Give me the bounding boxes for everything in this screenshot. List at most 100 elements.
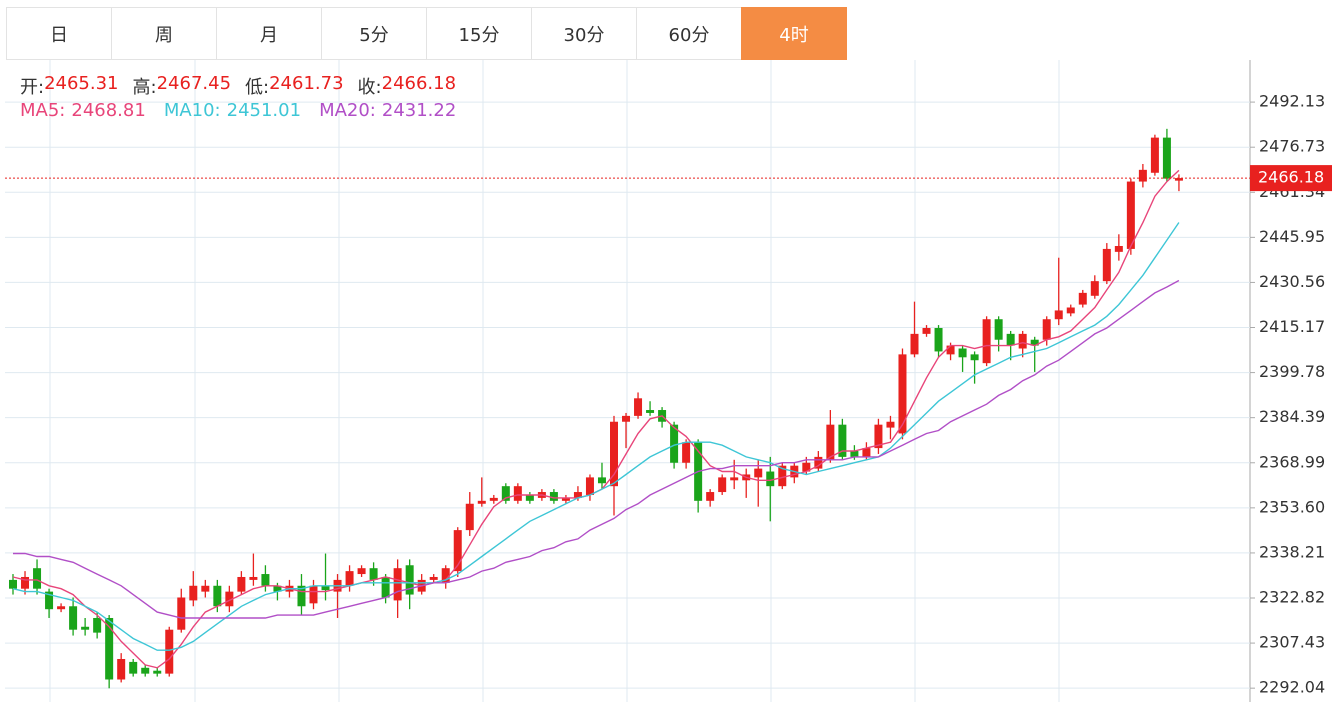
- candle-body: [1078, 292, 1087, 305]
- candle-body: [850, 451, 859, 457]
- candle-body: [573, 492, 582, 498]
- candle-body: [730, 477, 739, 481]
- ma-line: [13, 279, 1180, 619]
- legend-label: 收:: [357, 77, 382, 98]
- tab-bar: 日周月 5分 15分 30分 60分 4时: [6, 7, 847, 60]
- candle-body: [393, 568, 402, 601]
- y-tick-label: 2353.60: [1259, 497, 1325, 516]
- candle-body: [934, 328, 943, 352]
- candle-body: [141, 667, 150, 674]
- candle-body: [45, 591, 54, 610]
- tab[interactable]: 月: [216, 7, 322, 60]
- candle-body: [261, 574, 270, 586]
- candle-body: [1090, 281, 1099, 296]
- candle-body: [69, 606, 78, 630]
- candle-body: [634, 398, 643, 416]
- candle-body: [93, 617, 102, 633]
- candle-body: [670, 424, 679, 463]
- y-tick-label: 2338.21: [1259, 542, 1325, 561]
- candle-body: [838, 424, 847, 457]
- candle-body: [1174, 178, 1183, 181]
- candle-body: [1030, 339, 1039, 346]
- candle-body: [273, 585, 282, 592]
- legend-value: 2465.31: [44, 73, 119, 94]
- candle-body: [1138, 169, 1147, 182]
- candle-body: [297, 585, 306, 607]
- candle-body: [33, 568, 42, 589]
- candle-body: [105, 617, 114, 680]
- tab[interactable]: 15分: [426, 7, 532, 60]
- legend-label: 低:: [245, 77, 270, 98]
- y-tick-label: 2368.99: [1259, 452, 1325, 471]
- tab[interactable]: 4时: [741, 7, 847, 60]
- candle-body: [81, 626, 90, 630]
- candle-body: [441, 568, 450, 583]
- tab[interactable]: 周: [111, 7, 217, 60]
- y-tick-label: 2476.73: [1259, 137, 1325, 156]
- price-box: [1250, 165, 1332, 192]
- candle-body: [1102, 248, 1111, 282]
- candle-body: [682, 442, 691, 463]
- y-tick-label: 2384.39: [1259, 407, 1325, 426]
- candle-body: [405, 565, 414, 595]
- legend-label: 开:: [20, 77, 45, 98]
- legend-value: 2431.22: [381, 100, 457, 121]
- candle-body: [1150, 137, 1159, 173]
- candle-body: [970, 354, 979, 361]
- candle-body: [814, 456, 823, 469]
- candle-body: [429, 576, 438, 580]
- legend-label: MA20:: [319, 100, 376, 121]
- candle-body: [585, 477, 594, 495]
- candle-body: [165, 629, 174, 674]
- candle-body: [189, 585, 198, 601]
- candle-body: [706, 492, 715, 501]
- candle-body: [309, 585, 318, 604]
- candle-body: [321, 585, 330, 591]
- ma-line: [12, 169, 1180, 669]
- candle-body: [982, 319, 991, 364]
- candle-body: [1114, 245, 1123, 252]
- y-tick-label: 2399.78: [1259, 362, 1325, 381]
- candle-body: [177, 597, 186, 630]
- y-tick-label: 2322.82: [1259, 588, 1325, 607]
- candle-body: [453, 530, 462, 572]
- candle-body: [922, 328, 931, 334]
- legend-label: 高:: [132, 77, 157, 98]
- tab[interactable]: 日: [6, 7, 112, 60]
- candle-body: [501, 486, 510, 501]
- candle-body: [525, 494, 534, 501]
- candle-body: [129, 661, 138, 674]
- candle-body: [549, 492, 558, 501]
- candle-body: [1006, 333, 1015, 346]
- legend-label: MA5:: [20, 100, 66, 121]
- y-tick-label: 2445.95: [1259, 227, 1325, 246]
- candle-body: [802, 462, 811, 472]
- y-tick-label: 2307.43: [1259, 633, 1325, 652]
- candle-body: [57, 606, 66, 610]
- candle-body: [249, 576, 258, 580]
- y-tick-label: 2292.04: [1259, 678, 1325, 697]
- legend-value: 2467.45: [156, 73, 232, 94]
- candle-body: [21, 576, 30, 589]
- candle-body: [754, 468, 763, 478]
- candle-body: [345, 571, 354, 586]
- candle-body: [946, 345, 955, 355]
- legend-value: 2466.18: [381, 73, 457, 94]
- ma-line: [12, 222, 1180, 651]
- y-tick-label: 2415.17: [1259, 317, 1325, 336]
- candle-body: [1054, 310, 1063, 320]
- candle-body: [489, 497, 498, 501]
- candle-body: [958, 348, 967, 358]
- tab[interactable]: 60分: [636, 7, 742, 60]
- legend-value: 2451.01: [226, 100, 302, 121]
- tab[interactable]: 5分: [321, 7, 427, 60]
- candle-body: [465, 503, 474, 531]
- candle-body: [1018, 333, 1027, 349]
- candle-body: [381, 576, 390, 598]
- candle-body: [910, 333, 919, 355]
- ohlc-legend: 开: 2465.31 高: 2467.45 低: 2461.73 收: 2466.18: [20, 73, 456, 99]
- tab[interactable]: 30分: [531, 7, 637, 60]
- candle-body: [237, 576, 246, 592]
